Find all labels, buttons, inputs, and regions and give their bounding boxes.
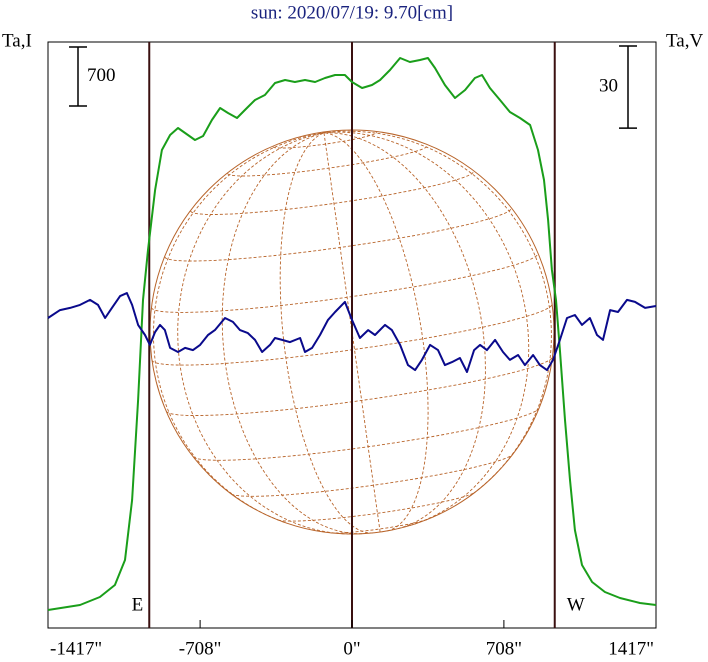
- globe-grid-line: [323, 132, 381, 532]
- scale-bar-label: 700: [87, 65, 116, 86]
- globe-grid-line: [193, 408, 540, 461]
- globe-grid-line: [324, 132, 486, 530]
- x-tick-label: 1417": [608, 638, 654, 659]
- x-tick-label: -1417": [50, 638, 102, 659]
- data-line: [47, 57, 657, 611]
- chart-title: sun: 2020/07/19: 9.70[cm]: [251, 2, 453, 23]
- globe-grid-line: [221, 132, 363, 535]
- annotation: W: [567, 594, 585, 615]
- annotation: E: [132, 594, 144, 615]
- globe-grid-line: [279, 132, 373, 534]
- globe-grid-line: [190, 171, 475, 215]
- y2-axis-label: Ta,V: [666, 30, 703, 51]
- data-line: [47, 292, 657, 373]
- x-tick-label: -708": [179, 638, 222, 659]
- globe-grid-line: [227, 145, 429, 177]
- y2-scale-bar: [619, 45, 637, 129]
- x-tick-label: 0": [343, 638, 360, 659]
- globe-grid-line: [323, 130, 552, 497]
- globe-grid-line: [272, 132, 378, 149]
- globe-grid-line: [323, 132, 429, 532]
- globe-grid-line: [165, 356, 553, 416]
- scale-bar-label: 30: [599, 75, 618, 96]
- y-scale-bar: [69, 46, 87, 107]
- globe-grid-line: [330, 518, 429, 534]
- globe-grid-line: [323, 131, 530, 526]
- globe-grid-line: [164, 208, 512, 262]
- globe-grid-line: [151, 253, 539, 313]
- globe-grid-line: [152, 132, 325, 523]
- globe-grid-line: [231, 454, 513, 497]
- y-axis-label: Ta,I: [2, 30, 32, 51]
- globe-grid-line: [177, 132, 350, 535]
- x-tick-label: 708": [486, 638, 522, 659]
- globe-grid-line: [277, 491, 476, 522]
